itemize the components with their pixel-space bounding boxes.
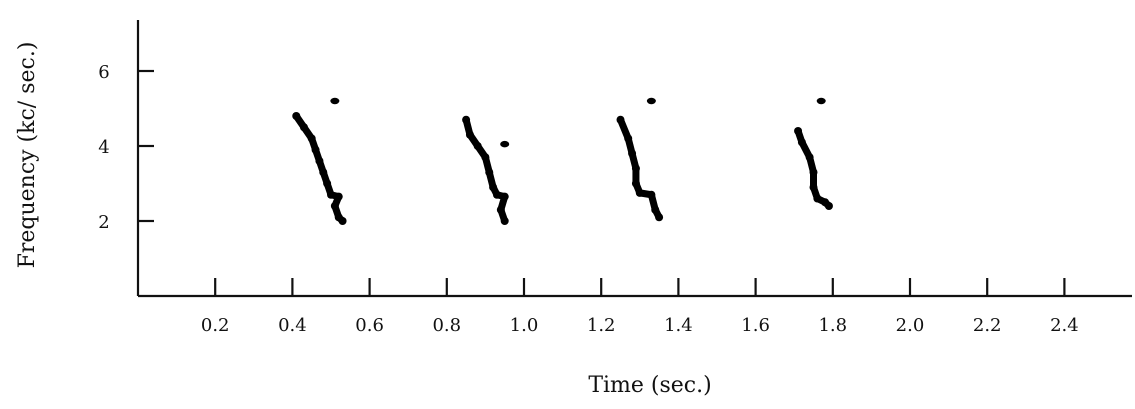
syllable-2-point-3 (481, 153, 490, 162)
y-tick-label-2: 6 (98, 62, 109, 83)
syllable-1-point-3 (311, 145, 320, 154)
x-tick-label-0: 0.2 (201, 315, 230, 336)
axes (136, 20, 1132, 298)
syllable-2-outlier-0 (500, 140, 510, 148)
syllable-3-point-3 (631, 164, 640, 173)
syllable-1-point-5 (319, 168, 328, 177)
x-axis-title: Time (sec.) (588, 373, 711, 398)
syllable-2-point-4 (485, 168, 494, 177)
syllable-4-point-4 (809, 183, 818, 192)
syllable-2-trace (462, 116, 509, 225)
syllable-1-point-2 (307, 134, 316, 143)
syllable-3-outlier-0 (646, 97, 656, 105)
x-tick-label-11: 2.4 (1050, 315, 1079, 336)
syllable-3-point-1 (624, 134, 633, 143)
data-traces (292, 97, 833, 225)
syllable-2-point-0 (462, 115, 471, 124)
y-axis-title: Frequency (kc/ sec.) (15, 42, 40, 269)
syllable-2-point-9 (500, 217, 509, 225)
syllable-1-point-7 (327, 190, 335, 199)
syllable-3 (616, 97, 664, 222)
syllable-1-point-9 (330, 202, 339, 210)
x-tick-label-2: 0.6 (355, 315, 384, 336)
x-tick-label-5: 1.2 (587, 315, 616, 336)
syllable-3-point-4 (631, 179, 640, 188)
syllable-2-point-2 (473, 142, 482, 150)
syllable-1 (292, 97, 347, 225)
y-tick-label-1: 4 (98, 137, 109, 158)
syllable-4-point-1 (797, 138, 806, 147)
x-tick-label-6: 1.4 (664, 315, 693, 336)
x-tick-label-4: 1.0 (510, 315, 539, 336)
syllable-4-outlier-0 (816, 97, 826, 105)
syllable-1-point-0 (292, 112, 301, 120)
ticks: 0.2 0.4 0.6 0.8 1.0 1.2 1.4 1.6 1.8 2.0 2.2 2.4 2 4 6 (98, 62, 1078, 336)
syllable-2-point-7 (500, 192, 509, 201)
syllable-3-point-2 (628, 149, 637, 158)
syllable-3-point-8 (655, 213, 664, 222)
syllable-2-point-1 (465, 130, 474, 139)
syllable-4 (794, 97, 833, 210)
syllable-1-point-1 (299, 123, 308, 132)
syllable-2 (462, 115, 510, 225)
syllable-1-point-8 (334, 192, 343, 201)
syllable-1-point-11 (338, 217, 347, 225)
syllable-4-point-7 (824, 202, 833, 210)
x-tick-label-8: 1.8 (818, 315, 847, 336)
syllable-1-outlier-0 (330, 97, 340, 105)
syllable-4-point-0 (794, 127, 803, 135)
syllable-3-point-7 (651, 205, 660, 214)
syllable-4-point-3 (809, 168, 818, 177)
syllable-3-point-5 (635, 188, 644, 197)
syllable-2-point-6 (492, 190, 501, 199)
x-tick-label-7: 1.6 (741, 315, 770, 336)
syllable-4-point-5 (813, 194, 822, 203)
x-tick-label-3: 0.8 (432, 315, 461, 336)
y-tick-label-0: 2 (98, 212, 109, 233)
syllable-4-point-2 (805, 153, 814, 162)
syllable-3-point-0 (616, 115, 625, 124)
x-tick-label-1: 0.4 (278, 315, 307, 336)
syllable-3-point-6 (647, 190, 656, 199)
syllable-2-point-5 (489, 183, 498, 192)
syllable-1-point-6 (323, 179, 332, 188)
syllable-1-point-4 (315, 157, 324, 165)
syllable-2-point-8 (496, 205, 505, 214)
x-tick-label-10: 2.2 (973, 315, 1002, 336)
x-tick-label-9: 2.0 (896, 315, 925, 336)
